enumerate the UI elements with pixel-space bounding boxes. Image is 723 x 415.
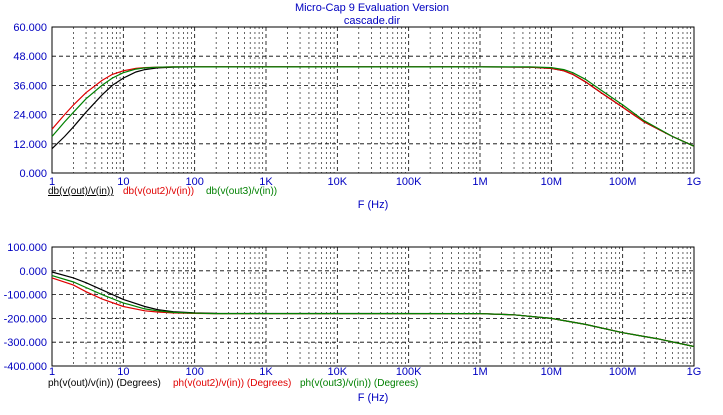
series-line-3 bbox=[51, 275, 695, 348]
y-tick-label: 12.000 bbox=[13, 139, 47, 151]
x-tick-label: 100 bbox=[185, 366, 203, 378]
window-title: Micro-Cap 9 Evaluation Version bbox=[295, 2, 449, 14]
y-tick-label: 60.000 bbox=[13, 22, 47, 34]
legend-entry: db(v(out3)/v(in)) bbox=[206, 186, 277, 197]
y-tick-label: -400.000 bbox=[4, 361, 47, 373]
y-tick-label: 100.000 bbox=[7, 242, 47, 254]
y-tick-label: 24.000 bbox=[13, 110, 47, 122]
y-tick-label: 0.000 bbox=[19, 266, 47, 278]
legend-entry: ph(v(out2)/v(in)) (Degrees) bbox=[173, 378, 291, 389]
plot-1: 0.000 12.000 24.000 36.000 48.000 60.000 1 10 10… bbox=[13, 22, 701, 211]
x-tick-label: 10 bbox=[117, 366, 129, 378]
x-tick-label: 10K bbox=[328, 176, 348, 188]
series-line-2 bbox=[51, 66, 695, 147]
x-tick-label: 100K bbox=[396, 176, 422, 188]
x-tick-label: 1 bbox=[49, 366, 55, 378]
series-line-1 bbox=[51, 66, 695, 150]
x-tick-label: 100M bbox=[609, 176, 637, 188]
legend-entry: ph(v(out3)/v(in)) (Degrees) bbox=[300, 378, 418, 389]
series-line-2 bbox=[51, 277, 695, 348]
series-line-3 bbox=[51, 66, 695, 147]
x-axis-label: F (Hz) bbox=[358, 199, 389, 211]
x-tick-label: 10 bbox=[117, 176, 129, 188]
x-tick-label: 1K bbox=[259, 366, 273, 378]
y-tick-label: -300.000 bbox=[4, 337, 47, 349]
y-tick-label: 36.000 bbox=[13, 80, 47, 92]
y-tick-label: 0.000 bbox=[19, 168, 47, 180]
x-tick-label: 10M bbox=[541, 366, 562, 378]
x-tick-label: 100M bbox=[609, 366, 637, 378]
x-tick-label: 1 bbox=[49, 176, 55, 188]
x-tick-label: 10M bbox=[541, 176, 562, 188]
legend-entry: ph(v(out)/v(in)) (Degrees) bbox=[48, 378, 161, 389]
window-subtitle: cascade.dir bbox=[344, 15, 401, 27]
x-tick-label: 1K bbox=[259, 176, 273, 188]
plot-2: -400.000 -300.000 -200.000 -100.000 0.000 100… bbox=[4, 242, 702, 404]
plot-frame bbox=[51, 26, 695, 174]
plot-frame bbox=[51, 246, 695, 367]
x-tick-label: 10K bbox=[328, 366, 348, 378]
x-axis-label: F (Hz) bbox=[358, 392, 389, 404]
legend-entry: db(v(out)/v(in)) bbox=[48, 186, 114, 197]
x-tick-label: 1M bbox=[472, 176, 487, 188]
legend-entry: db(v(out2)/v(in)) bbox=[123, 186, 194, 197]
x-tick-label: 100K bbox=[396, 366, 422, 378]
x-tick-label: 100 bbox=[185, 176, 203, 188]
y-tick-label: 48.000 bbox=[13, 51, 47, 63]
x-tick-label: 1G bbox=[687, 366, 702, 378]
y-tick-label: -200.000 bbox=[4, 313, 47, 325]
x-tick-label: 1G bbox=[687, 176, 702, 188]
y-tick-label: -100.000 bbox=[4, 290, 47, 302]
x-tick-label: 1M bbox=[472, 366, 487, 378]
